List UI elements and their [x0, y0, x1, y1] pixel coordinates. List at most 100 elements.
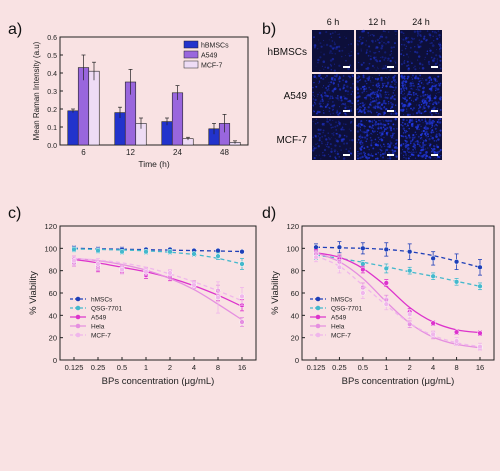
nucleus-dot	[374, 107, 377, 110]
nucleus-dot	[338, 49, 341, 53]
nucleus-dot	[338, 156, 340, 158]
nucleus-dot	[394, 129, 396, 131]
nucleus-dot	[434, 62, 436, 64]
nucleus-dot	[338, 76, 342, 80]
nucleus-dot	[369, 57, 372, 61]
nucleus-dot	[385, 84, 388, 88]
nucleus-dot	[416, 140, 419, 143]
nucleus-dot	[368, 149, 370, 151]
nucleus-dot	[378, 112, 380, 115]
nucleus-dot	[329, 92, 331, 94]
nucleus-dot	[392, 123, 395, 126]
nucleus-dot	[431, 85, 434, 87]
nucleus-dot	[414, 126, 418, 129]
nucleus-dot	[359, 110, 361, 112]
nucleus-dot	[384, 94, 386, 96]
nucleus-dot	[402, 94, 404, 96]
viability-chart-panel-d: 0 20 40 60 80 100 120 0.125 0.25 0.5 1 2 4 8 16 BPs con…	[270, 222, 495, 387]
nucleus-dot	[371, 64, 374, 68]
nucleus-dot	[363, 131, 365, 133]
nucleus-dot	[405, 153, 407, 155]
nucleus-dot	[335, 157, 337, 159]
nucleus-dot	[321, 65, 324, 68]
x-tick-label: 2	[168, 363, 172, 372]
nucleus-dot	[393, 137, 395, 139]
scale-bar	[431, 110, 438, 112]
nucleus-dot	[322, 92, 324, 94]
nucleus-dot	[333, 91, 335, 93]
nucleus-dot	[407, 134, 411, 137]
fit-curve	[73, 257, 243, 302]
nucleus-dot	[319, 91, 321, 93]
nucleus-dot	[385, 96, 387, 98]
bar	[171, 92, 184, 146]
nucleus-dot	[318, 111, 320, 113]
nucleus-dot	[330, 65, 333, 67]
nucleus-dot	[389, 128, 393, 132]
nucleus-dot	[377, 122, 380, 126]
nucleus-dot	[321, 141, 323, 143]
nucleus-dot	[422, 141, 425, 144]
nucleus-dot	[376, 38, 380, 42]
nucleus-dot	[318, 82, 320, 84]
nucleus-dot	[358, 105, 362, 109]
nucleus-dot	[419, 74, 422, 77]
nucleus-dot	[376, 105, 379, 108]
scale-bar	[387, 154, 394, 156]
nucleus-dot	[364, 103, 366, 105]
nucleus-dot	[322, 68, 325, 71]
nucleus-dot	[356, 40, 359, 42]
nucleus-dot	[328, 110, 331, 113]
nucleus-dot	[331, 137, 333, 139]
nucleus-dot	[404, 96, 407, 99]
nucleus-dot	[377, 96, 380, 99]
nucleus-dot	[402, 76, 405, 79]
nucleus-dot	[395, 33, 397, 35]
nucleus-dot	[319, 56, 322, 59]
nucleus-dot	[376, 130, 379, 132]
nucleus-dot	[435, 54, 438, 57]
nucleus-dot	[333, 41, 336, 43]
nucleus-dot	[324, 134, 327, 137]
nucleus-dot	[389, 85, 392, 88]
nucleus-dot	[389, 150, 391, 152]
nucleus-dot	[327, 145, 330, 149]
nucleus-dot	[396, 128, 398, 130]
nucleus-dot	[372, 127, 375, 130]
nucleus-dot	[407, 147, 410, 150]
x-tick-label: 1	[384, 363, 388, 372]
fit-curve	[73, 248, 243, 265]
nucleus-dot	[332, 101, 334, 103]
nucleus-dot	[343, 84, 345, 87]
nucleus-dot	[409, 46, 412, 49]
nucleus-dot	[329, 33, 332, 35]
nucleus-dot	[408, 56, 410, 58]
nucleus-dot	[433, 151, 436, 154]
nucleus-dot	[414, 68, 417, 71]
nucleus-dot	[377, 133, 379, 136]
nucleus-dot	[392, 92, 394, 94]
nucleus-dot	[413, 37, 416, 40]
nucleus-dot	[393, 154, 396, 156]
nucleus-dot	[390, 130, 392, 132]
nucleus-dot	[434, 127, 437, 130]
nucleus-dot	[428, 138, 431, 141]
nucleus-dot	[430, 78, 433, 81]
nucleus-dot	[435, 146, 437, 148]
nucleus-dot	[374, 143, 378, 146]
nucleus-dot	[328, 137, 331, 141]
legend-marker	[315, 323, 321, 329]
data-point	[430, 331, 436, 337]
nucleus-dot	[400, 92, 403, 94]
nucleus-dot	[382, 156, 385, 159]
nucleus-dot	[433, 97, 435, 99]
nucleus-dot	[359, 79, 362, 81]
nucleus-dot	[383, 112, 386, 115]
nucleus-dot	[438, 122, 440, 124]
nucleus-dot	[405, 85, 407, 87]
nucleus-dot	[365, 140, 368, 143]
nucleus-dot	[410, 94, 412, 96]
nucleus-dot	[433, 139, 436, 142]
y-tick-label: 0.4	[47, 71, 57, 78]
nucleus-dot	[388, 31, 390, 33]
